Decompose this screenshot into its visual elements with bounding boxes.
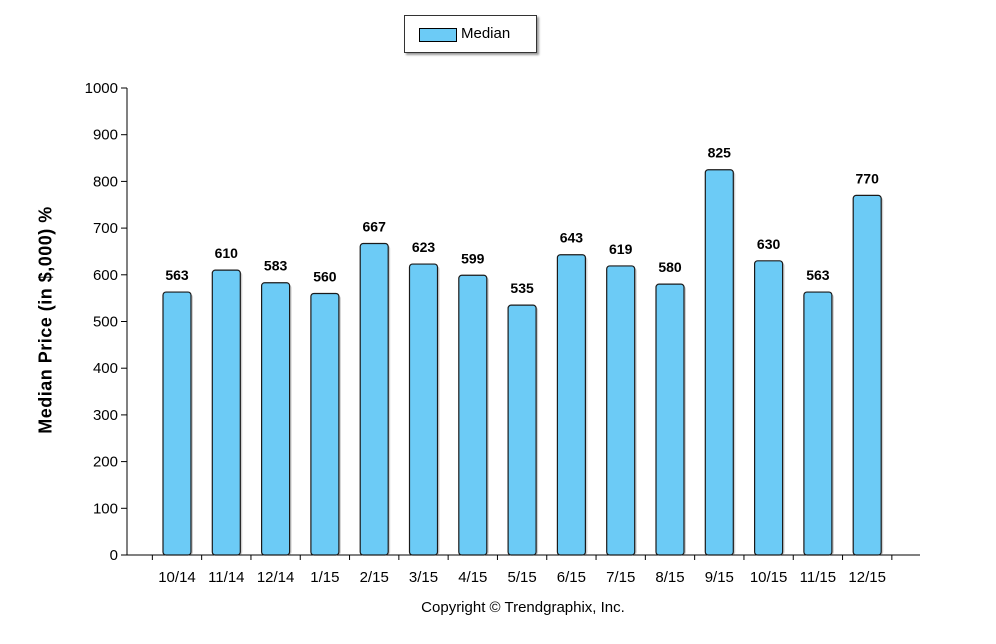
y-tick-label: 500 — [93, 314, 118, 331]
x-tick-label: 2/15 — [360, 569, 389, 586]
data-label: 619 — [609, 241, 633, 257]
copyright-footnote: Copyright © Trendgraphix, Inc. — [421, 599, 625, 616]
data-label: 599 — [461, 250, 485, 266]
y-tick-label: 600 — [93, 267, 118, 284]
y-tick-label: 800 — [93, 173, 118, 190]
x-tick-label: 10/15 — [750, 569, 788, 586]
bar — [408, 263, 439, 556]
bar — [753, 260, 784, 556]
legend-swatch-median — [419, 28, 457, 42]
bar — [458, 274, 488, 556]
data-label: 825 — [708, 145, 732, 161]
data-label: 643 — [560, 230, 584, 246]
bar — [556, 254, 587, 556]
bar — [310, 292, 340, 556]
x-tick-label: 11/14 — [208, 569, 244, 586]
x-tick-label: 12/14 — [257, 569, 295, 586]
y-tick-label: 100 — [93, 500, 118, 517]
bar — [359, 242, 389, 556]
data-label: 583 — [264, 258, 288, 274]
data-label: 623 — [412, 239, 436, 255]
y-tick-label: 1000 — [85, 80, 118, 97]
data-label: 630 — [757, 236, 781, 252]
x-tick-label: 3/15 — [409, 569, 438, 586]
data-label: 563 — [806, 267, 830, 283]
x-tick-label: 5/15 — [507, 569, 536, 586]
y-tick-label: 700 — [93, 220, 118, 237]
bar — [704, 169, 734, 556]
x-tick-label: 8/15 — [655, 569, 684, 586]
x-tick-label: 11/15 — [800, 569, 836, 586]
y-tick-label: 900 — [93, 127, 118, 144]
data-label: 563 — [165, 267, 189, 283]
x-tick-label: 9/15 — [705, 569, 734, 586]
y-tick-label: 0 — [110, 547, 118, 564]
data-label: 560 — [313, 268, 337, 284]
data-label: 610 — [215, 245, 239, 261]
x-tick-label: 6/15 — [557, 569, 586, 586]
x-tick-label: 1/15 — [310, 569, 339, 586]
legend: Median — [404, 15, 537, 53]
data-label: 535 — [510, 280, 534, 296]
bar — [655, 283, 685, 556]
bar — [261, 282, 291, 556]
bar — [852, 194, 882, 556]
x-tick-label: 7/15 — [606, 569, 635, 586]
bar — [507, 304, 537, 556]
bar — [606, 265, 636, 556]
y-tick-label: 300 — [93, 407, 118, 424]
bar — [211, 269, 241, 556]
y-tick-label: 400 — [93, 360, 118, 377]
x-tick-label: 4/15 — [458, 569, 487, 586]
x-tick-label: 10/14 — [158, 569, 196, 586]
legend-label-median: Median — [461, 25, 511, 42]
bar — [162, 291, 192, 556]
data-label: 667 — [363, 219, 387, 235]
bar — [803, 291, 833, 556]
y-tick-label: 200 — [93, 454, 118, 471]
data-label: 770 — [856, 170, 880, 186]
data-label: 580 — [658, 259, 682, 275]
x-tick-label: 12/15 — [848, 569, 886, 586]
